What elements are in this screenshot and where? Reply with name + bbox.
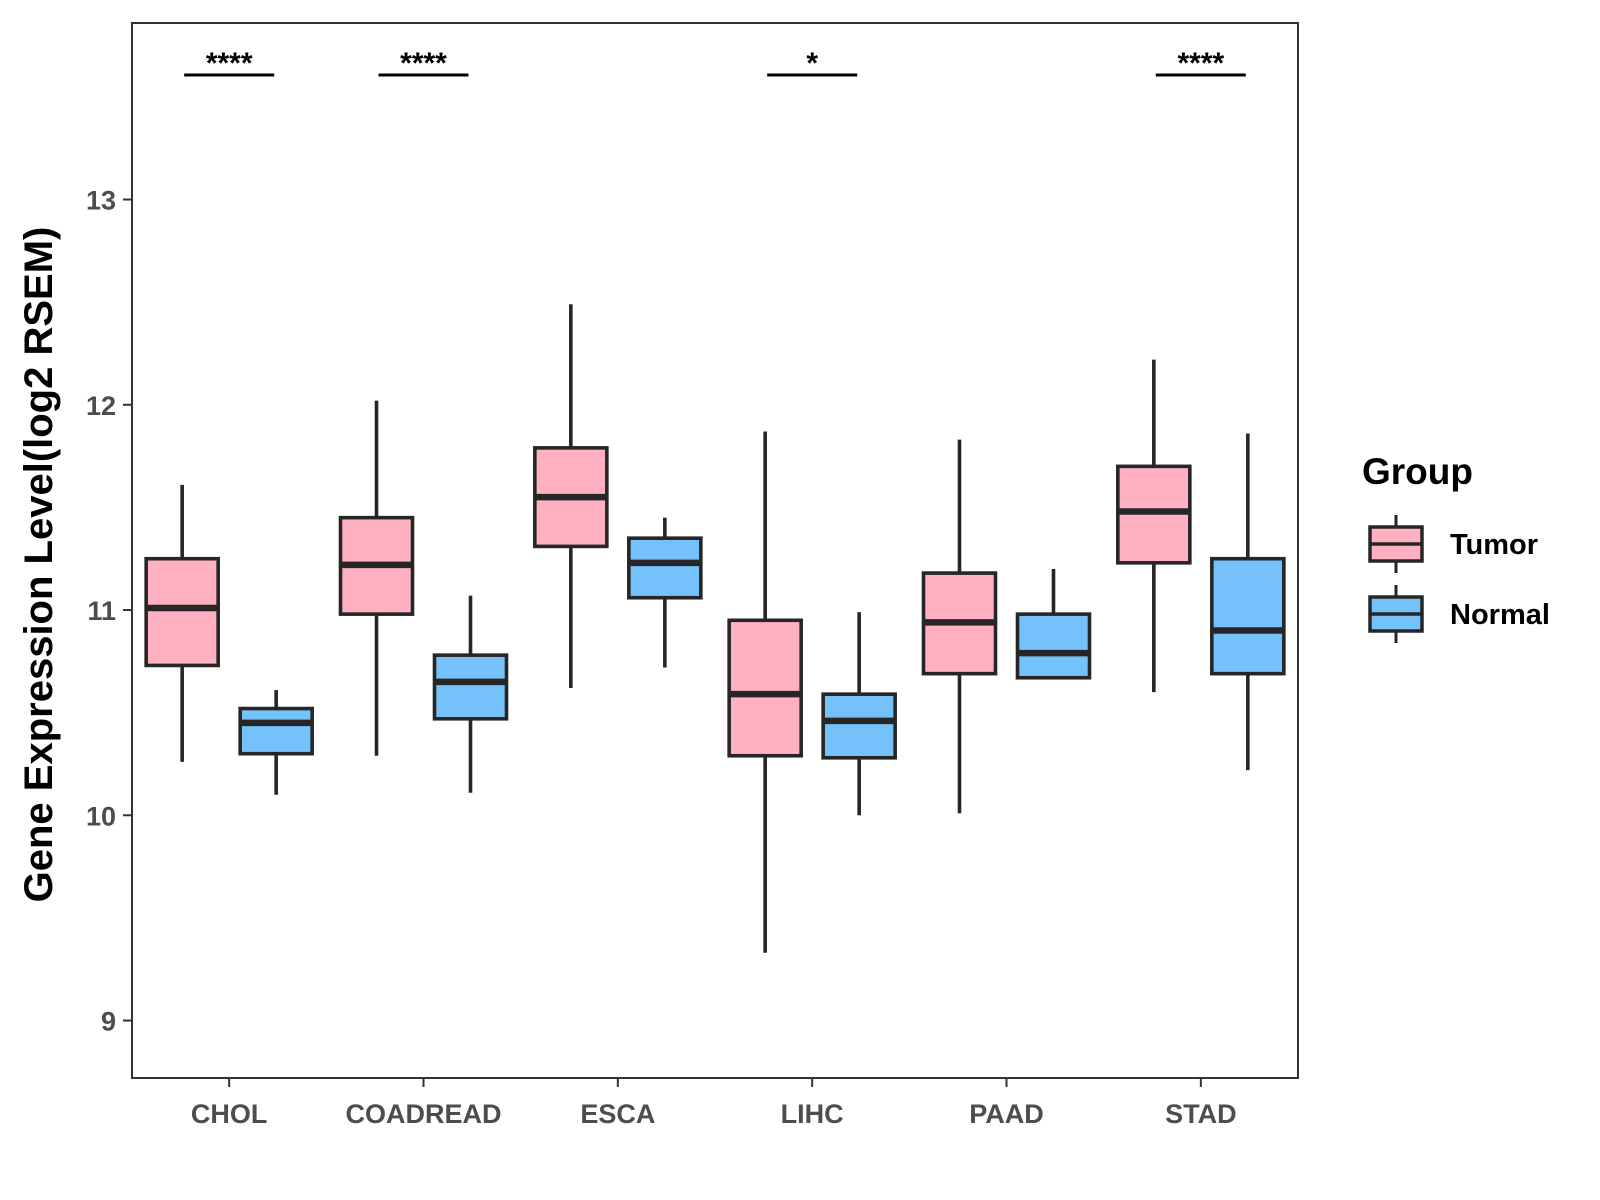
y-axis-title: Gene Expression Level(log2 RSEM): [17, 227, 61, 903]
panel-border: [131, 22, 1299, 1079]
significance-label-coadread: ****: [400, 47, 447, 80]
x-tick-label-lihc: LIHC: [781, 1099, 844, 1129]
box-normal-coadread: [432, 653, 509, 721]
box-normal-paad: [1015, 612, 1092, 680]
x-tick-label-coadread: COADREAD: [345, 1099, 501, 1129]
box-normal-lihc: [821, 692, 897, 760]
y-tick-label: 12: [86, 391, 116, 421]
x-tick-label-stad: STAD: [1165, 1099, 1237, 1129]
x-tick-label-esca: ESCA: [580, 1099, 655, 1129]
y-tick-label: 9: [101, 1007, 116, 1037]
x-tick-label-chol: CHOL: [191, 1099, 268, 1129]
legend-label-normal: Normal: [1450, 599, 1550, 631]
box-tumor-lihc: [727, 618, 803, 758]
legend-label-tumor: Tumor: [1450, 529, 1538, 561]
box-normal-chol: [238, 706, 314, 756]
box-tumor-chol: [144, 556, 220, 668]
significance-label-chol: ****: [206, 47, 253, 80]
significance-label-lihc: *: [806, 47, 818, 80]
y-tick-label: 10: [86, 801, 116, 831]
box-normal-stad: [1210, 556, 1286, 676]
y-tick-label: 13: [86, 186, 116, 216]
x-tick-label-paad: PAAD: [969, 1099, 1044, 1129]
legend: Group Tumor Normal: [1362, 451, 1550, 643]
box-normal-esca: [627, 536, 703, 600]
legend-title: Group: [1362, 451, 1473, 492]
significance-label-stad: ****: [1177, 47, 1224, 80]
y-tick-label: 11: [87, 596, 116, 626]
